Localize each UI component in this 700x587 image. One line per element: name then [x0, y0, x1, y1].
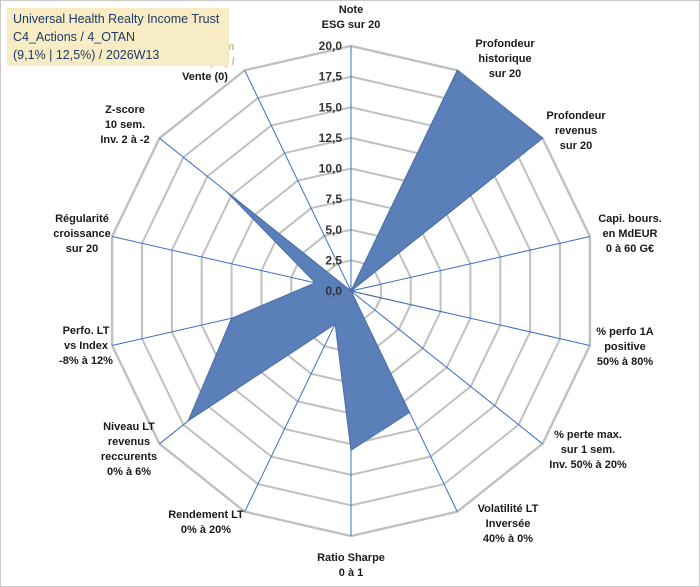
axis-spoke: [350, 236, 591, 292]
axis-label: Niveau LT revenus reccurents 0% à 6%: [101, 421, 157, 478]
tick-label: 15,0: [319, 100, 343, 114]
tick-label: 20,0: [319, 39, 343, 53]
axis-label: % perfo 1A positive 50% à 80%: [596, 326, 654, 368]
tick-label: 0,0: [325, 284, 342, 298]
axis-label: Perfo. LT vs Index -8% à 12%: [59, 325, 113, 367]
axis-label: Régularité croissance sur 20: [53, 213, 110, 255]
axis-label: Profondeur revenus sur 20: [546, 110, 606, 152]
tick-label: 10,0: [319, 162, 343, 176]
axis-label: Profondeur historique sur 20: [475, 38, 535, 80]
data-area: [187, 69, 544, 452]
axis-label: Z-score 10 sem. Inv. 2 à -2: [100, 104, 149, 146]
tick-label: 2,5: [325, 253, 342, 267]
axis-label: % perte max. sur 1 sem. Inv. 50% à 20%: [549, 429, 627, 471]
tick-label: 5,0: [325, 223, 342, 237]
title-line-2: C4_Actions / 4_OTAN: [13, 30, 136, 44]
axis-spoke: [244, 70, 352, 292]
title-line-3: (9,1% | 12,5%) / 2026W13: [13, 48, 160, 62]
tick-label: 17,5: [319, 70, 343, 84]
axis-spoke: [244, 290, 352, 512]
tick-label: 12,5: [319, 131, 343, 145]
chart-title-box: Universal Health Realty Income Trust C4_…: [7, 8, 229, 66]
axis-label: Volatilité LT Inversée 40% à 0%: [478, 503, 539, 545]
axis-label: Capi. bours. en MdEUR 0 à 60 G€: [598, 213, 662, 255]
axis-spoke: [111, 236, 352, 292]
axis-spoke: [350, 290, 543, 445]
axis-label: Rendement LT 0% à 20%: [168, 509, 244, 536]
axis-label: Note ESG sur 20: [322, 4, 381, 31]
tick-label: 7,5: [325, 192, 342, 206]
title-line-1: Universal Health Realty Income Trust: [13, 12, 220, 26]
axis-label: Ratio Sharpe 0 à 1: [317, 552, 385, 579]
